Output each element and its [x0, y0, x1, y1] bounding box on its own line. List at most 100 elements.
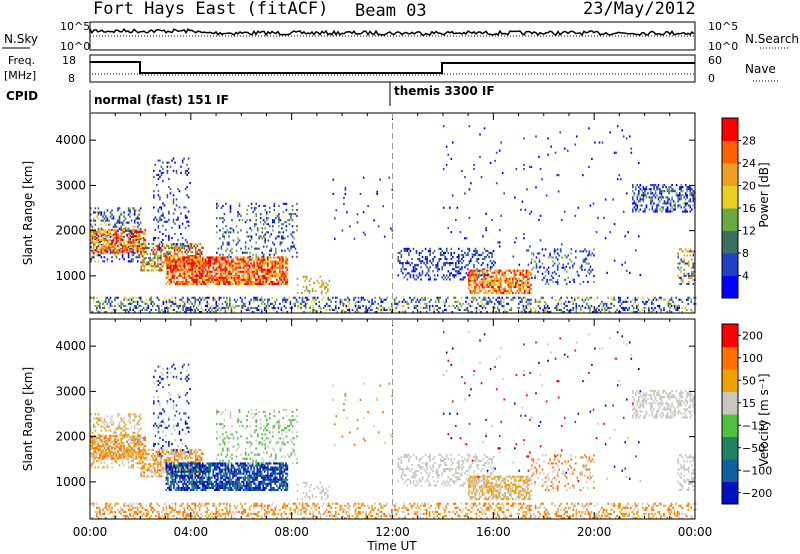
range-gate-cell [115, 249, 118, 252]
range-gate-cell [171, 296, 174, 299]
range-gate-cell [277, 260, 280, 263]
range-gate-cell [406, 278, 409, 281]
range-gate-cell [229, 231, 232, 234]
range-gate-cell [466, 302, 469, 305]
range-gate-cell [244, 247, 247, 250]
range-gate-cell [260, 300, 263, 303]
range-gate-cell [221, 306, 224, 309]
range-gate-cell [502, 271, 505, 274]
range-gate-cell [659, 208, 661, 211]
range-gate-cell [531, 268, 533, 271]
range-gate-cell [262, 280, 264, 283]
range-gate-cell [507, 285, 509, 288]
range-gate-cell [254, 296, 257, 299]
range-gate-cell [183, 268, 186, 271]
range-gate-cell [189, 282, 192, 285]
range-gate-cell [228, 235, 230, 238]
range-gate-cell [135, 209, 137, 212]
range-gate-cell [118, 427, 121, 430]
range-gate-cell [141, 255, 144, 258]
range-gate-cell [322, 296, 325, 299]
range-gate-cell [397, 302, 399, 305]
range-gate-cell [689, 186, 692, 189]
range-gate-cell [175, 246, 177, 249]
range-gate-cell [354, 296, 357, 299]
range-gate-cell [558, 298, 561, 301]
range-gate-cell [371, 300, 373, 303]
range-gate-cell [223, 296, 225, 299]
range-gate-cell [162, 311, 165, 314]
range-gate-cell [288, 249, 291, 252]
range-gate-cell [194, 242, 197, 245]
range-gate-cell [374, 296, 376, 299]
range-gate-cell [264, 237, 266, 240]
range-gate-cell [262, 276, 264, 279]
range-gate-cell [515, 292, 517, 295]
range-gate-cell [522, 285, 525, 288]
range-gate-cell [253, 296, 255, 299]
range-gate-cell [487, 289, 490, 292]
range-gate-cell [203, 260, 205, 263]
range-gate-cell [498, 285, 500, 288]
range-gate-cell [112, 237, 115, 240]
range-gate-cell [204, 278, 207, 281]
range-gate-cell [153, 194, 155, 197]
range-gate-cell [447, 276, 450, 279]
range-gate-cell [686, 250, 688, 253]
range-gate-cell [493, 269, 496, 272]
range-gate-cell [528, 302, 531, 305]
range-gate-cell [623, 306, 626, 309]
range-gate-cell [117, 251, 119, 254]
range-gate-cell [201, 264, 204, 267]
range-gate-cell [217, 270, 219, 273]
range-gate-cell [501, 279, 503, 282]
range-gate-cell [130, 241, 133, 244]
range-gate-cell [279, 264, 281, 267]
range-gate-cell [114, 252, 116, 255]
range-gate-cell [160, 255, 162, 258]
range-gate-cell [683, 202, 685, 205]
range-gate-cell [132, 251, 134, 254]
colorbar-segment [722, 185, 738, 209]
range-gate-cell [647, 192, 649, 195]
range-gate-cell [136, 448, 139, 451]
range-gate-cell [94, 230, 97, 233]
range-gate-cell [256, 270, 258, 273]
range-gate-cell [431, 304, 434, 307]
range-gate-cell [118, 219, 121, 222]
range-gate-cell [306, 311, 308, 314]
range-gate-cell [169, 265, 171, 268]
range-gate-cell [123, 304, 125, 307]
range-gate-cell [103, 439, 106, 442]
range-gate-cell [148, 257, 150, 260]
range-gate-cell [177, 256, 180, 259]
range-gate-cell [301, 302, 304, 305]
range-gate-cell [537, 252, 539, 255]
range-gate-cell [648, 298, 650, 301]
range-gate-cell [93, 219, 95, 222]
range-gate-cell [187, 251, 189, 254]
range-gate-cell [224, 256, 227, 259]
range-gate-cell [177, 258, 180, 261]
range-gate-cell [126, 298, 128, 301]
range-gate-cell [255, 233, 257, 236]
range-gate-cell [244, 260, 246, 263]
range-gate-cell [180, 171, 182, 174]
range-gate-cell [279, 231, 282, 234]
range-gate-cell [296, 277, 299, 280]
range-gate-cell [124, 221, 127, 224]
range-gate-cell [668, 192, 670, 195]
range-gate-cell [681, 210, 684, 213]
range-gate-cell [680, 188, 682, 191]
range-gate-cell [265, 306, 267, 309]
range-gate-cell [174, 268, 177, 271]
range-gate-cell [151, 263, 153, 266]
range-gate-cell [595, 308, 597, 311]
range-gate-cell [170, 270, 172, 273]
range-gate-cell [173, 249, 176, 252]
range-gate-cell [166, 253, 168, 256]
range-gate-cell [170, 274, 172, 277]
range-gate-cell [185, 249, 188, 252]
range-gate-cell [402, 266, 404, 269]
range-gate-cell [320, 292, 323, 295]
